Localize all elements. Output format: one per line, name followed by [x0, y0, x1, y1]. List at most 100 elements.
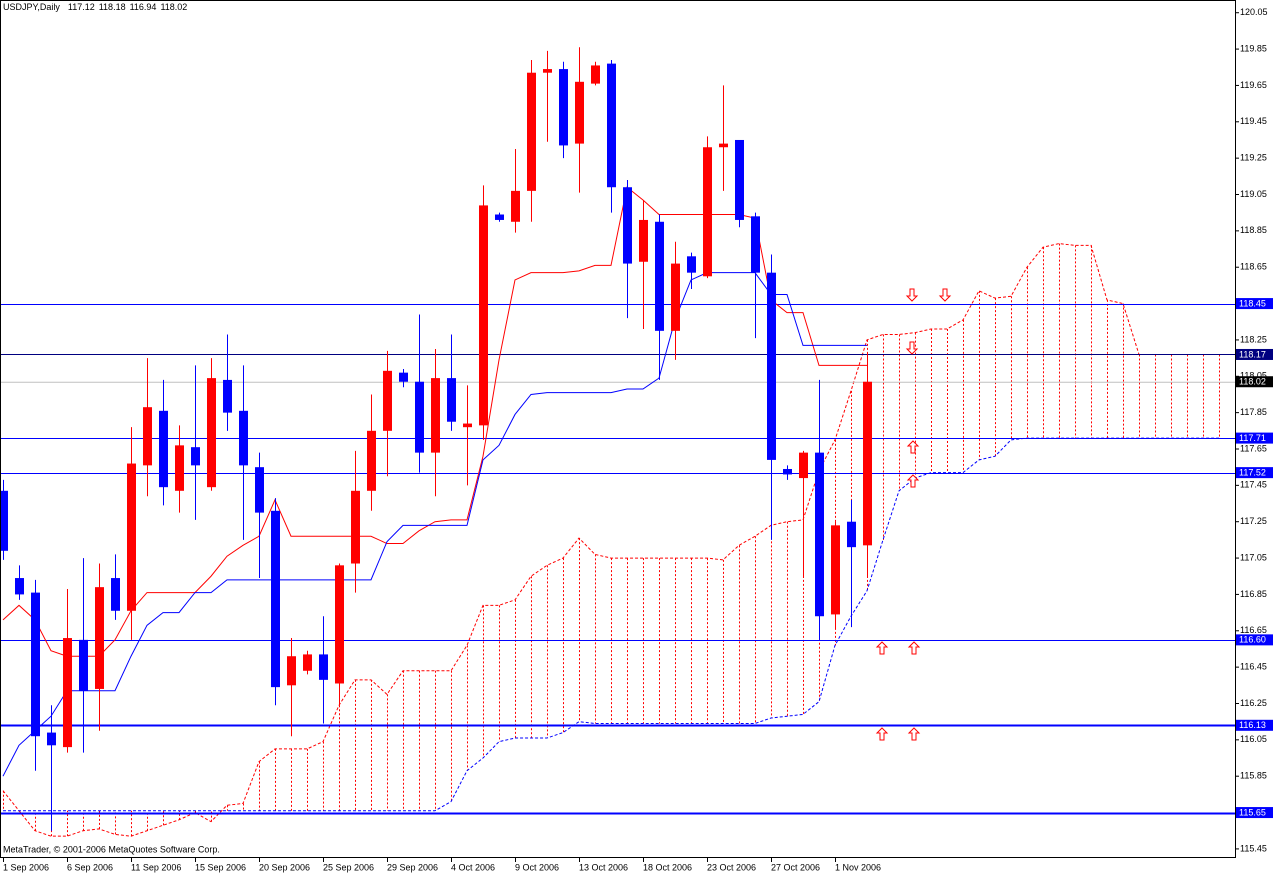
chart-title: USDJPY,Daily — [3, 2, 60, 12]
x-tick-label: 13 Oct 2006 — [579, 862, 628, 872]
candle-body — [319, 654, 328, 680]
candle-body — [623, 187, 632, 264]
candle-body — [95, 587, 104, 689]
x-tick-label: 27 Oct 2006 — [771, 862, 820, 872]
candle-body — [79, 639, 88, 691]
candle-body — [31, 592, 40, 737]
candle-body — [575, 81, 584, 144]
candle-body — [671, 263, 680, 331]
candle-body — [175, 445, 184, 491]
axis-layer: 120.05 119.85 119.65 119.45 119.25 119.05 118.… — [3, 7, 1273, 872]
y-tick-label: 115.45 — [1240, 843, 1267, 853]
candle-body — [143, 407, 152, 466]
header-high: 118.18 — [99, 2, 126, 12]
candle-body — [783, 468, 792, 475]
candle-body — [639, 219, 648, 262]
price-box — [1236, 719, 1273, 731]
price-box — [1236, 376, 1273, 388]
y-tick-label: 118.85 — [1240, 225, 1267, 235]
y-tick-label: 117.65 — [1240, 443, 1267, 453]
x-tick-label: 29 Sep 2006 — [387, 862, 438, 872]
y-tick-label: 117.25 — [1240, 516, 1267, 526]
candle-body — [335, 565, 344, 684]
candle-body — [431, 378, 440, 453]
candle-body — [223, 379, 232, 413]
candle-body — [863, 381, 872, 546]
candle-body — [527, 72, 536, 191]
candle-body — [735, 139, 744, 220]
candle-body — [127, 463, 136, 611]
x-tick-label: 18 Oct 2006 — [643, 862, 692, 872]
candle-body — [607, 63, 616, 188]
candle-body — [191, 447, 200, 466]
price-box-label: 117.71 — [1239, 433, 1266, 443]
candle-body — [767, 272, 776, 460]
chart-header: USDJPY,Daily 117.12 118.18 116.94 118.02 — [3, 2, 187, 12]
candle-body — [111, 578, 120, 611]
candle-body — [831, 525, 840, 615]
y-tick-label: 115.85 — [1240, 771, 1267, 781]
candle-body — [799, 452, 808, 479]
y-tick-label: 117.85 — [1240, 407, 1267, 417]
y-tick-label: 117.45 — [1240, 480, 1267, 490]
price-box-label: 118.02 — [1239, 377, 1266, 387]
candle-body — [815, 452, 824, 617]
price-box-label: 116.13 — [1239, 720, 1266, 730]
candle-body — [687, 256, 696, 273]
indicator-line — [2, 272, 867, 777]
y-tick-label: 116.85 — [1240, 589, 1267, 599]
x-tick-label: 11 Sep 2006 — [131, 862, 181, 872]
span-b-line — [3, 437, 1219, 812]
x-tick-label: 1 Sep 2006 — [3, 862, 49, 872]
y-tick-label: 116.05 — [1240, 734, 1267, 744]
price-box-label: 116.60 — [1239, 635, 1266, 645]
candle-body — [495, 214, 504, 220]
x-tick-label: 20 Sep 2006 — [259, 862, 310, 872]
candle-body — [511, 190, 520, 222]
price-box-label: 115.65 — [1239, 807, 1266, 817]
price-box — [1236, 634, 1273, 646]
candle-body — [239, 410, 248, 466]
header-close: 118.02 — [160, 2, 187, 12]
price-box — [1236, 348, 1273, 360]
x-tick-label: 9 Oct 2006 — [515, 862, 559, 872]
y-tick-label: 118.65 — [1240, 262, 1267, 272]
y-tick-label: 119.85 — [1240, 43, 1267, 53]
price-box — [1236, 467, 1273, 479]
candle-body — [383, 370, 392, 431]
candle-body — [751, 216, 760, 273]
candle-body — [255, 467, 264, 513]
span-a-line — [2, 243, 1219, 837]
candle-body — [559, 69, 568, 146]
candle-body — [591, 65, 600, 84]
candle-body — [207, 378, 216, 488]
candle-body — [287, 656, 296, 686]
y-tick-label: 116.45 — [1240, 662, 1267, 672]
y-tick-label: 120.05 — [1240, 7, 1268, 17]
price-box — [1236, 432, 1273, 444]
levels-layer — [0, 304, 1235, 815]
x-tick-label: 23 Oct 2006 — [707, 862, 756, 872]
candle-body — [655, 221, 664, 331]
candle-body — [719, 143, 728, 148]
y-tick-label: 119.05 — [1240, 189, 1267, 199]
candle-body — [847, 521, 856, 548]
y-tick-label: 118.05 — [1240, 371, 1267, 381]
header-low: 116.94 — [130, 2, 157, 12]
y-tick-label: 116.65 — [1240, 625, 1267, 635]
candle-body — [463, 423, 472, 428]
candle-body — [479, 205, 488, 426]
y-tick-label: 116.25 — [1240, 698, 1267, 708]
price-box-label: 118.17 — [1239, 349, 1266, 359]
x-tick-label: 25 Sep 2006 — [323, 862, 374, 872]
candle-body — [447, 378, 456, 422]
candle-body — [271, 510, 280, 688]
x-tick-label: 6 Sep 2006 — [67, 862, 113, 872]
indicator-line — [2, 186, 867, 657]
candle-body — [415, 381, 424, 453]
candle-body — [543, 69, 552, 73]
y-tick-label: 119.25 — [1240, 153, 1267, 163]
price-box-label: 118.45 — [1239, 298, 1266, 308]
lines-layer — [2, 186, 867, 777]
